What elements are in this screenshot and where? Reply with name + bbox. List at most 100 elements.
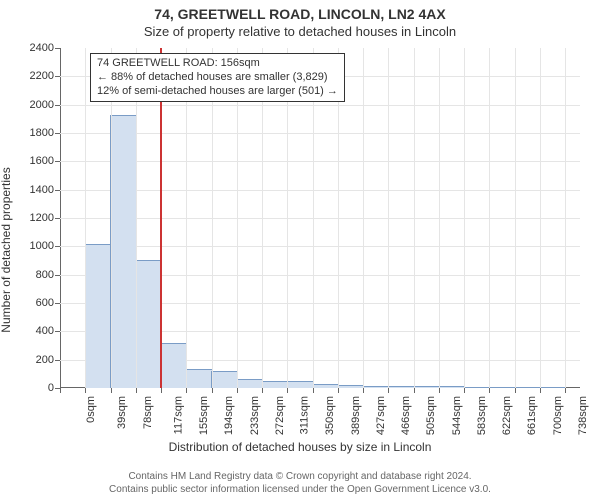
x-axis-label: Distribution of detached houses by size …	[0, 440, 600, 454]
ytick-mark	[55, 48, 60, 49]
ytick-mark	[55, 218, 60, 219]
annotation-line: ← 88% of detached houses are smaller (3,…	[97, 71, 338, 85]
xtick-mark	[237, 388, 238, 393]
xtick-label: 427sqm	[375, 396, 387, 435]
plot-area: 0200400600800100012001400160018002000220…	[60, 48, 580, 388]
xtick-label: 738sqm	[577, 396, 589, 435]
ytick-mark	[55, 105, 60, 106]
xtick-mark	[313, 388, 314, 393]
annotation-box: 74 GREETWELL ROAD: 156sqm← 88% of detach…	[90, 53, 345, 102]
chart-title-main: 74, GREETWELL ROAD, LINCOLN, LN2 4AX	[0, 6, 600, 22]
gridline-h	[60, 105, 580, 106]
histogram-bar	[313, 384, 339, 388]
histogram-bar	[287, 381, 313, 388]
gridline-h	[60, 218, 580, 219]
histogram-bar	[136, 260, 162, 389]
xtick-label: 155sqm	[198, 396, 210, 435]
histogram-bar	[237, 379, 263, 389]
histogram-bar	[363, 386, 389, 388]
ytick-mark	[55, 190, 60, 191]
histogram-bar	[338, 385, 364, 388]
xtick-mark	[414, 388, 415, 393]
gridline-h	[60, 246, 580, 247]
ytick-label: 200	[6, 354, 54, 366]
xtick-label: 311sqm	[298, 396, 310, 434]
xtick-mark	[515, 388, 516, 393]
xtick-label: 505sqm	[425, 396, 437, 435]
xtick-label: 583sqm	[476, 396, 488, 435]
histogram-bar	[186, 369, 212, 388]
chart-footer: Contains HM Land Registry data © Crown c…	[0, 471, 600, 496]
xtick-mark	[565, 388, 566, 393]
ytick-label: 1800	[6, 127, 54, 139]
gridline-h	[60, 161, 580, 162]
xtick-label: 117sqm	[172, 396, 184, 434]
annotation-line: 74 GREETWELL ROAD: 156sqm	[97, 57, 338, 71]
histogram-chart: 74, GREETWELL ROAD, LINCOLN, LN2 4AX Siz…	[0, 0, 600, 500]
gridline-v	[464, 48, 465, 388]
histogram-bar	[262, 381, 288, 388]
xtick-mark	[287, 388, 288, 393]
ytick-label: 1000	[6, 240, 54, 252]
gridline-v	[489, 48, 490, 388]
xtick-mark	[489, 388, 490, 393]
ytick-mark	[55, 161, 60, 162]
gridline-h	[60, 190, 580, 191]
gridline-v	[565, 48, 566, 388]
histogram-bar	[489, 387, 515, 388]
xtick-label: 389sqm	[350, 396, 362, 435]
gridline-v	[388, 48, 389, 388]
xtick-label: 0sqm	[85, 396, 97, 423]
xtick-label: 700sqm	[552, 396, 564, 435]
xtick-mark	[464, 388, 465, 393]
xtick-mark	[136, 388, 137, 393]
xtick-label: 194sqm	[223, 396, 235, 435]
ytick-mark	[55, 303, 60, 304]
xtick-label: 272sqm	[274, 396, 286, 435]
ytick-label: 1400	[6, 184, 54, 196]
xtick-mark	[111, 388, 112, 393]
gridline-h	[60, 133, 580, 134]
xtick-label: 622sqm	[501, 396, 513, 435]
ytick-label: 600	[6, 297, 54, 309]
ytick-mark	[55, 133, 60, 134]
xtick-mark	[161, 388, 162, 393]
gridline-v	[363, 48, 364, 388]
ytick-label: 1600	[6, 155, 54, 167]
xtick-mark	[85, 388, 86, 393]
histogram-bar	[439, 386, 465, 388]
gridline-v	[540, 48, 541, 388]
xtick-label: 544sqm	[451, 396, 463, 435]
ytick-label: 2000	[6, 99, 54, 111]
xtick-label: 350sqm	[324, 396, 336, 435]
ytick-mark	[55, 246, 60, 247]
ytick-label: 2200	[6, 70, 54, 82]
gridline-v	[414, 48, 415, 388]
gridline-v	[439, 48, 440, 388]
ytick-mark	[55, 275, 60, 276]
xtick-label: 39sqm	[116, 396, 128, 429]
xtick-label: 661sqm	[526, 396, 538, 435]
gridline-v	[85, 48, 86, 388]
xtick-mark	[540, 388, 541, 393]
histogram-bar	[110, 115, 136, 388]
chart-title-sub: Size of property relative to detached ho…	[0, 24, 600, 39]
ytick-mark	[55, 360, 60, 361]
annotation-line: 12% of semi-detached houses are larger (…	[97, 85, 338, 99]
gridline-v	[515, 48, 516, 388]
xtick-label: 466sqm	[400, 396, 412, 435]
ytick-label: 2400	[6, 42, 54, 54]
ytick-mark	[55, 331, 60, 332]
footer-line-2: Contains public sector information licen…	[0, 484, 600, 497]
histogram-bar	[388, 386, 414, 388]
xtick-mark	[363, 388, 364, 393]
histogram-bar	[414, 386, 440, 388]
xtick-mark	[388, 388, 389, 393]
ytick-label: 400	[6, 325, 54, 337]
xtick-mark	[60, 388, 61, 393]
xtick-mark	[186, 388, 187, 393]
ytick-label: 0	[6, 382, 54, 394]
histogram-bar	[85, 244, 111, 388]
ytick-label: 800	[6, 269, 54, 281]
histogram-bar	[161, 343, 187, 388]
